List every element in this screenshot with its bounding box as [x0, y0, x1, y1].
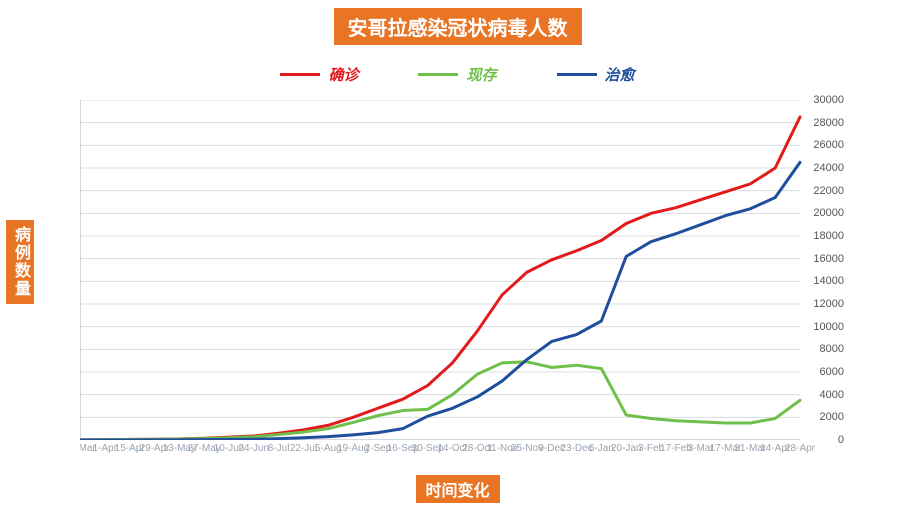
x-axis-label: 时间变化	[415, 475, 499, 503]
y-tick: 28000	[813, 117, 844, 129]
x-tick: 23-Dec	[560, 443, 592, 454]
y-tick: 2000	[820, 411, 844, 423]
plot-area: 0200040006000800010000120001400016000180…	[80, 100, 850, 440]
y-tick: 20000	[813, 207, 844, 219]
y-tick: 30000	[813, 94, 844, 106]
y-tick: 22000	[813, 185, 844, 197]
legend-swatch-0	[280, 73, 320, 76]
x-tick: 24-Jun	[238, 443, 269, 454]
y-axis-label: 病例数量	[6, 220, 34, 304]
y-tick: 16000	[813, 253, 844, 265]
legend-label-1: 现存	[466, 64, 496, 85]
legend-label-0: 确诊	[328, 64, 358, 85]
y-tick: 26000	[813, 139, 844, 151]
plot-svg	[80, 100, 850, 440]
x-tick: 22-Jul	[290, 443, 317, 454]
legend-item-2: 治愈	[557, 64, 635, 85]
y-tick: 24000	[813, 162, 844, 174]
y-tick: 14000	[813, 275, 844, 287]
chart-title: 安哥拉感染冠状病毒人数	[334, 8, 582, 45]
y-tick: 8000	[820, 343, 844, 355]
legend-label-2: 治愈	[605, 64, 635, 85]
legend-swatch-1	[418, 73, 458, 76]
legend-swatch-2	[557, 73, 597, 76]
x-tick: 28-Apr	[785, 443, 815, 454]
y-tick: 12000	[813, 298, 844, 310]
legend-item-0: 确诊	[280, 64, 358, 85]
x-tick: 1-Apr	[93, 443, 117, 454]
legend: 确诊 现存 治愈	[0, 64, 915, 85]
y-tick: 6000	[820, 366, 844, 378]
x-ticks: 18-Mar1-Apr15-Apr29-Apr13-May27-May10-Ju…	[80, 440, 850, 454]
x-tick: 8-Jul	[268, 443, 290, 454]
y-ticks: 0200040006000800010000120001400016000180…	[804, 100, 850, 440]
y-tick: 4000	[820, 389, 844, 401]
y-tick: 18000	[813, 230, 844, 242]
y-tick: 10000	[813, 321, 844, 333]
x-tick: 20-Jan	[611, 443, 642, 454]
series-line-0	[80, 117, 800, 440]
legend-item-1: 现存	[418, 64, 496, 85]
chart-root: 安哥拉感染冠状病毒人数 确诊现存治愈 病例数量 0200040006000800…	[0, 0, 915, 511]
